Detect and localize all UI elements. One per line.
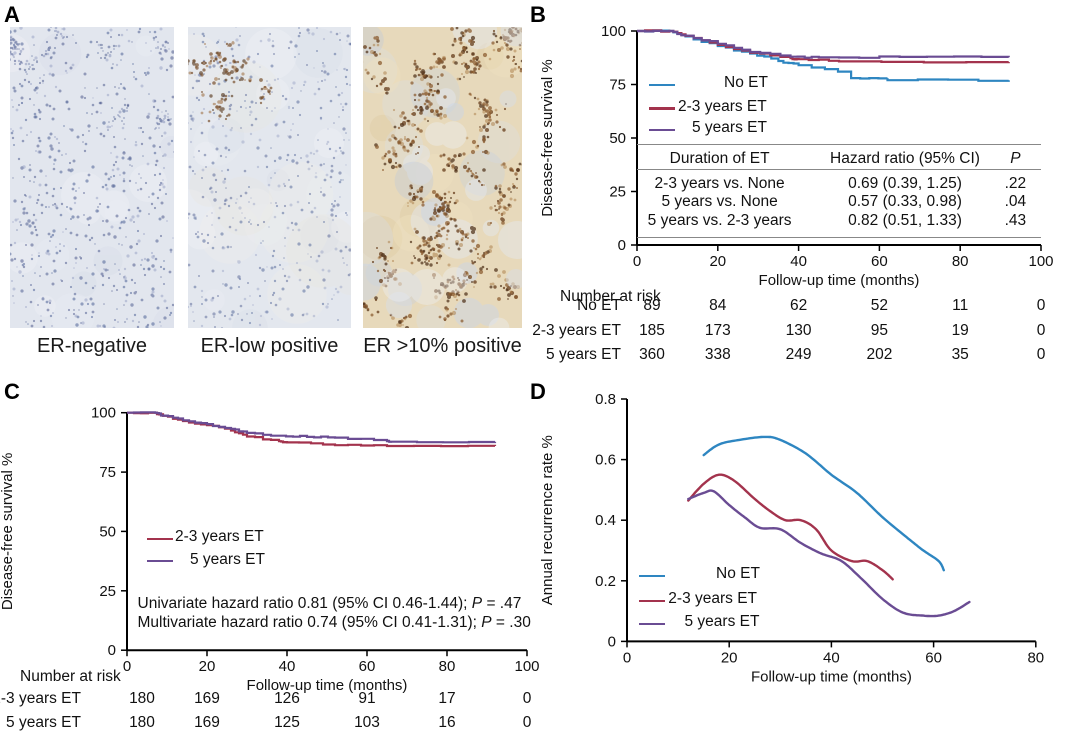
svg-text:0: 0: [108, 642, 116, 659]
svg-text:80: 80: [952, 253, 969, 270]
svg-text:80: 80: [439, 658, 456, 675]
svg-text:Follow-up time (months): Follow-up time (months): [751, 668, 912, 685]
svg-text:0.6: 0.6: [595, 452, 616, 469]
svg-text:60: 60: [871, 253, 888, 270]
svg-text:20: 20: [199, 658, 216, 675]
svg-text:100: 100: [601, 23, 626, 40]
svg-text:75: 75: [609, 77, 626, 94]
svg-text:0.2: 0.2: [595, 573, 616, 590]
svg-text:Disease-free survival %: Disease-free survival %: [539, 59, 556, 217]
svg-text:20: 20: [721, 649, 738, 666]
svg-text:0.4: 0.4: [595, 512, 616, 529]
svg-text:0: 0: [608, 633, 616, 650]
svg-text:60: 60: [925, 649, 942, 666]
svg-text:25: 25: [99, 583, 116, 600]
svg-text:40: 40: [823, 649, 840, 666]
svg-text:0: 0: [618, 237, 626, 254]
svg-text:Disease-free survival %: Disease-free survival %: [0, 453, 16, 611]
svg-text:50: 50: [99, 523, 116, 540]
svg-text:40: 40: [279, 658, 296, 675]
svg-text:40: 40: [790, 253, 807, 270]
svg-text:20: 20: [709, 253, 726, 270]
svg-text:100: 100: [1028, 253, 1053, 270]
svg-text:60: 60: [359, 658, 376, 675]
svg-text:75: 75: [99, 464, 116, 481]
svg-text:Follow-up time (months): Follow-up time (months): [247, 677, 408, 694]
svg-text:100: 100: [514, 658, 539, 675]
svg-text:Follow-up time (months): Follow-up time (months): [759, 272, 920, 289]
svg-text:25: 25: [609, 184, 626, 201]
svg-text:0.8: 0.8: [595, 391, 616, 408]
svg-text:80: 80: [1027, 649, 1044, 666]
svg-text:0: 0: [633, 253, 641, 270]
svg-text:0: 0: [123, 658, 131, 675]
svg-text:100: 100: [91, 405, 116, 422]
svg-text:50: 50: [609, 130, 626, 147]
svg-text:Annual recurrence rate %: Annual recurrence rate %: [539, 435, 556, 605]
svg-text:0: 0: [623, 649, 631, 666]
